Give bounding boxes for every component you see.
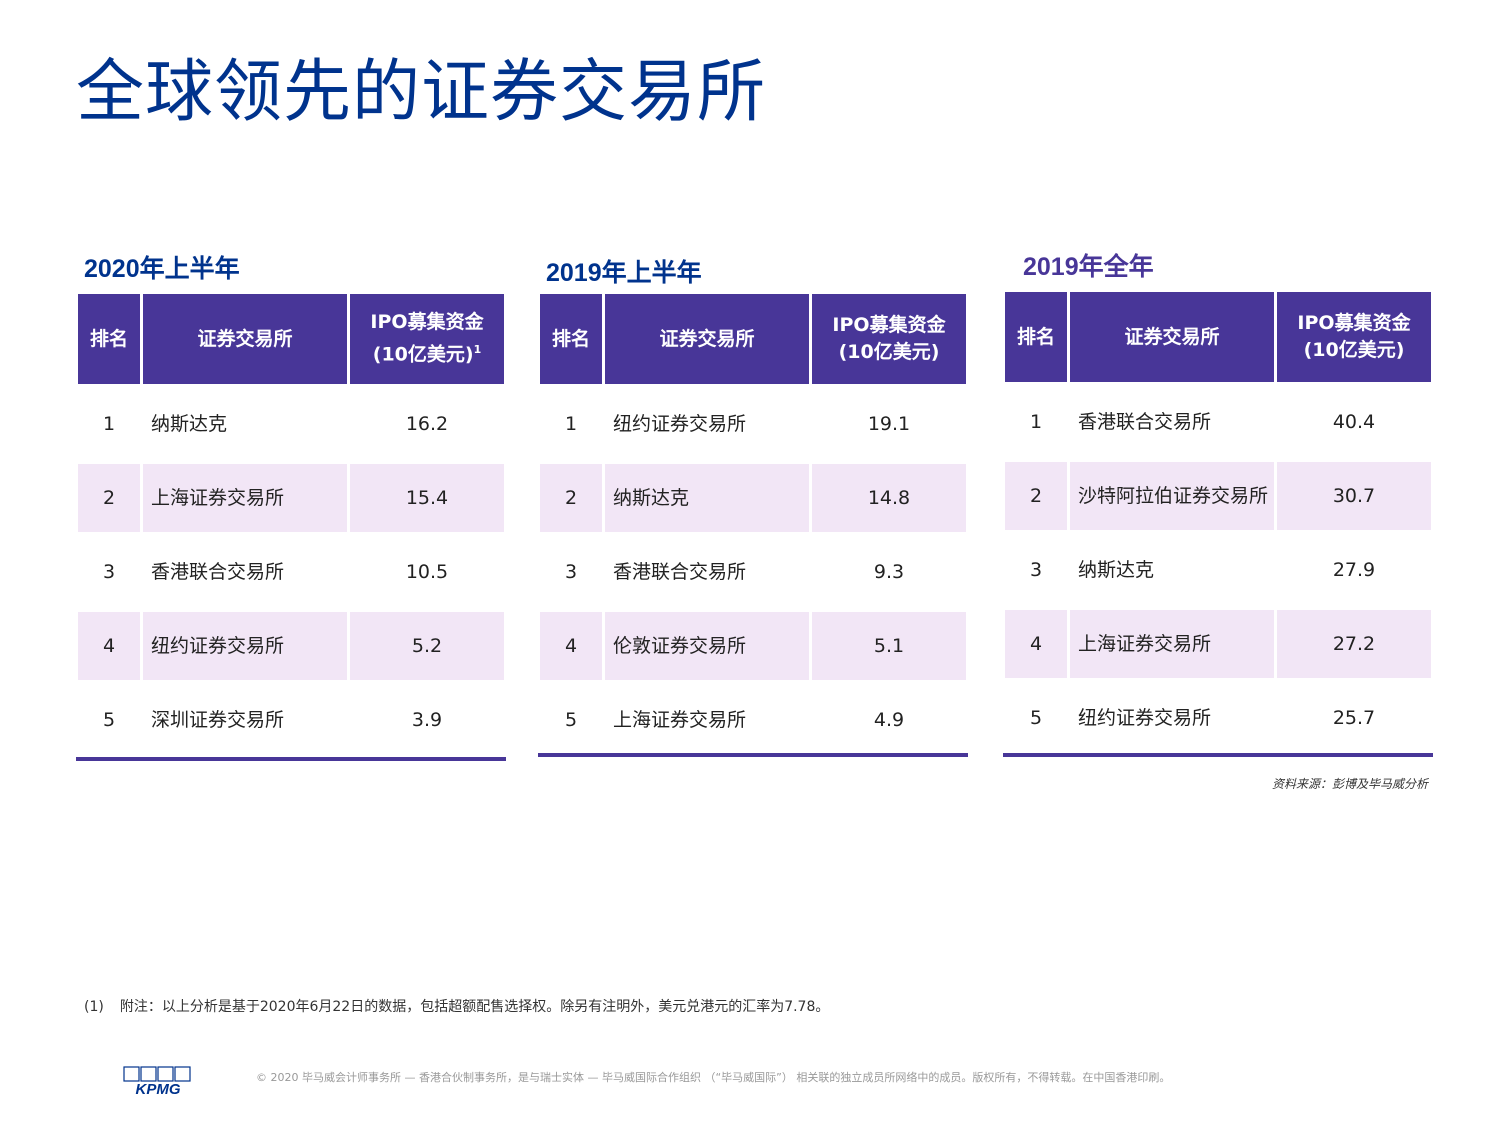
exchange-cell: 上海证券交易所 — [1070, 604, 1277, 678]
table-row: 5 深圳证券交易所 3.9 — [78, 680, 504, 754]
kpmg-logo: KPMG — [123, 1066, 191, 1096]
page-title: 全球领先的证券交易所 — [76, 53, 767, 132]
table-row: 3 纳斯达克 27.9 — [1005, 530, 1431, 604]
header-ipo-line1: IPO募集资金 — [1297, 312, 1411, 334]
exchange-cell: 纳斯达克 — [143, 384, 350, 458]
table-header-row: 排名 证券交易所 IPO募集资金 (10亿美元) — [1005, 292, 1431, 382]
value-cell: 4.9 — [812, 680, 966, 754]
rank-cell: 3 — [1005, 530, 1070, 604]
header-rank: 排名 — [78, 294, 143, 384]
exchange-cell: 香港联合交易所 — [605, 532, 812, 606]
rank-cell: 2 — [78, 458, 143, 532]
rank-cell: 3 — [540, 532, 605, 606]
header-rank: 排名 — [540, 294, 605, 384]
header-ipo-line1: IPO募集资金 — [370, 311, 484, 334]
table-row: 1 香港联合交易所 40.4 — [1005, 382, 1431, 456]
rank-cell: 2 — [1005, 456, 1070, 530]
header-ipo-line2: (10亿美元) — [372, 343, 474, 366]
section-heading: 2019年全年 — [1023, 253, 1154, 281]
table-row: 4 纽约证券交易所 5.2 — [78, 606, 504, 680]
table-row: 1 纽约证券交易所 19.1 — [540, 384, 966, 458]
value-cell: 10.5 — [350, 532, 504, 606]
table-header-row: 排名 证券交易所 IPO募集资金 (10亿美元) — [540, 294, 966, 384]
exchange-cell: 香港联合交易所 — [1070, 382, 1277, 456]
exchange-cell: 沙特阿拉伯证券交易所 — [1070, 456, 1277, 530]
header-rank: 排名 — [1005, 292, 1070, 382]
table-row: 4 上海证券交易所 27.2 — [1005, 604, 1431, 678]
value-cell: 3.9 — [350, 680, 504, 754]
header-ipo-value: IPO募集资金 (10亿美元) — [812, 294, 966, 384]
footnote-text: 附注：以上分析是基于2020年6月22日的数据，包括超额配售选择权。除另有注明外… — [119, 999, 830, 1015]
table-row: 4 伦敦证券交易所 5.1 — [540, 606, 966, 680]
exchange-cell: 纳斯达克 — [1070, 530, 1277, 604]
value-cell: 16.2 — [350, 384, 504, 458]
value-cell: 14.8 — [812, 458, 966, 532]
rank-cell: 1 — [540, 384, 605, 458]
table-row: 5 纽约证券交易所 25.7 — [1005, 678, 1431, 752]
value-cell: 25.7 — [1277, 678, 1431, 752]
table-row: 2 纳斯达克 14.8 — [540, 458, 966, 532]
rank-cell: 2 — [540, 458, 605, 532]
rank-cell: 5 — [78, 680, 143, 754]
section-heading: 2020年上半年 — [84, 255, 240, 283]
rank-cell: 1 — [78, 384, 143, 458]
exchange-cell: 纳斯达克 — [605, 458, 812, 532]
logo-text: KPMG — [136, 1081, 181, 1096]
exchange-cell: 上海证券交易所 — [605, 680, 812, 754]
value-cell: 15.4 — [350, 458, 504, 532]
rank-cell: 4 — [1005, 604, 1070, 678]
value-cell: 27.2 — [1277, 604, 1431, 678]
table-row: 2 上海证券交易所 15.4 — [78, 458, 504, 532]
copyright-notice: © 2020 毕马威会计师事务所 — 香港合伙制事务所，是与瑞士实体 — 毕马威… — [256, 1071, 1171, 1084]
exchange-cell: 香港联合交易所 — [143, 532, 350, 606]
header-ipo-line2: (10亿美元) — [1303, 339, 1405, 361]
section-heading: 2019年上半年 — [546, 259, 702, 287]
table-row: 2 沙特阿拉伯证券交易所 30.7 — [1005, 456, 1431, 530]
table-row: 3 香港联合交易所 10.5 — [78, 532, 504, 606]
value-cell: 5.1 — [812, 606, 966, 680]
rank-cell: 5 — [1005, 678, 1070, 752]
footnote: (1) 附注：以上分析是基于2020年6月22日的数据，包括超额配售选择权。除另有… — [84, 996, 829, 1016]
value-cell: 5.2 — [350, 606, 504, 680]
exchange-cell: 纽约证券交易所 — [1070, 678, 1277, 752]
table-row: 3 香港联合交易所 9.3 — [540, 532, 966, 606]
exchange-cell: 上海证券交易所 — [143, 458, 350, 532]
value-cell: 19.1 — [812, 384, 966, 458]
table-bottom-rule — [1003, 753, 1433, 757]
ranking-table: 排名 证券交易所 IPO募集资金 (10亿美元) 1 香港联合交易所 40.4 … — [1005, 292, 1431, 752]
source-note: 资料来源：彭博及毕马威分析 — [1271, 777, 1428, 791]
rank-cell: 1 — [1005, 382, 1070, 456]
ranking-table: 排名 证券交易所 IPO募集资金 (10亿美元) 1 纽约证券交易所 19.1 … — [540, 294, 966, 754]
exchange-cell: 纽约证券交易所 — [143, 606, 350, 680]
table-bottom-rule — [538, 753, 968, 757]
header-ipo-line1: IPO募集资金 — [832, 314, 946, 336]
ranking-table: 排名 证券交易所 IPO募集资金 (10亿美元)1 1 纳斯达克 16.2 2 … — [78, 294, 504, 754]
value-cell: 27.9 — [1277, 530, 1431, 604]
exchange-cell: 深圳证券交易所 — [143, 680, 350, 754]
value-cell: 9.3 — [812, 532, 966, 606]
rank-cell: 5 — [540, 680, 605, 754]
exchange-cell: 伦敦证券交易所 — [605, 606, 812, 680]
header-exchange: 证券交易所 — [1070, 292, 1277, 382]
header-exchange: 证券交易所 — [143, 294, 350, 384]
value-cell: 40.4 — [1277, 382, 1431, 456]
footnote-mark: (1) — [84, 999, 104, 1015]
value-cell: 30.7 — [1277, 456, 1431, 530]
exchange-cell: 纽约证券交易所 — [605, 384, 812, 458]
header-exchange: 证券交易所 — [605, 294, 812, 384]
rank-cell: 4 — [540, 606, 605, 680]
rank-cell: 3 — [78, 532, 143, 606]
table-header-row: 排名 证券交易所 IPO募集资金 (10亿美元)1 — [78, 294, 504, 384]
footnote-ref: 1 — [473, 343, 482, 357]
table-row: 5 上海证券交易所 4.9 — [540, 680, 966, 754]
table-row: 1 纳斯达克 16.2 — [78, 384, 504, 458]
table-bottom-rule — [76, 757, 506, 761]
rank-cell: 4 — [78, 606, 143, 680]
header-ipo-value: IPO募集资金 (10亿美元)1 — [350, 294, 504, 384]
header-ipo-value: IPO募集资金 (10亿美元) — [1277, 292, 1431, 382]
header-ipo-line2: (10亿美元) — [838, 341, 940, 363]
